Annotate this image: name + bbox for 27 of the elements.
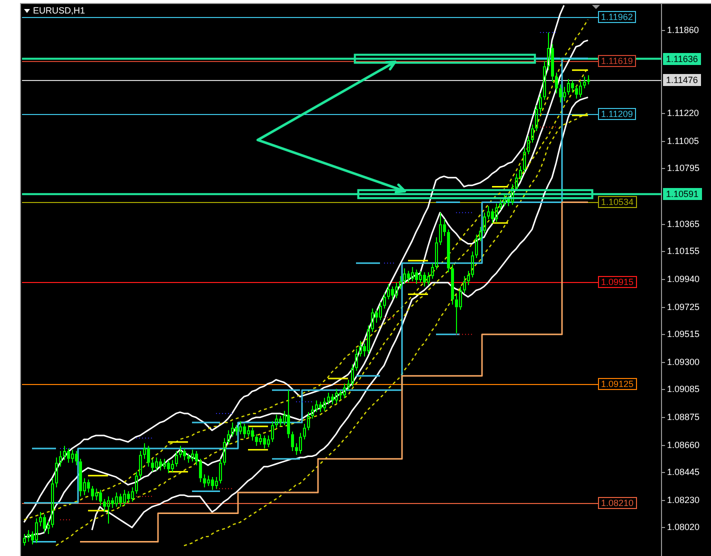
ref-line-label: 1.11209 bbox=[601, 108, 633, 119]
band-label: 1.11636 bbox=[666, 54, 698, 64]
ref-line-label: 1.10534 bbox=[601, 196, 634, 207]
y-tick-label: 1.09300 bbox=[667, 356, 700, 367]
y-tick-label: 1.11220 bbox=[667, 108, 699, 118]
y-tick-label: 1.11005 bbox=[667, 136, 699, 146]
ref-line-label: 1.09915 bbox=[601, 276, 634, 287]
ref-line-label: 1.08210 bbox=[601, 498, 634, 508]
ref-line-label: 1.11476 bbox=[666, 74, 698, 85]
ref-line-label: 1.11962 bbox=[601, 12, 633, 22]
ref-line-label: 1.11619 bbox=[601, 56, 633, 66]
y-tick-label: 1.11860 bbox=[667, 24, 699, 35]
y-tick-label: 1.09085 bbox=[667, 384, 700, 394]
y-tick-label: 1.09515 bbox=[667, 328, 700, 339]
chart-title: EURUSD,H1 bbox=[33, 5, 86, 16]
y-tick-label: 1.08230 bbox=[667, 494, 700, 505]
y-tick-label: 1.10155 bbox=[667, 246, 700, 256]
y-tick-label: 1.08445 bbox=[667, 466, 700, 477]
ref-line-label: 1.09125 bbox=[601, 378, 634, 389]
y-tick-label: 1.08875 bbox=[667, 412, 700, 422]
y-tick-label: 1.08020 bbox=[667, 522, 700, 532]
y-tick-label: 1.09940 bbox=[667, 274, 700, 284]
y-tick-label: 1.10365 bbox=[667, 218, 700, 229]
band-label: 1.10591 bbox=[666, 188, 699, 199]
y-tick-label: 1.10795 bbox=[667, 162, 700, 173]
y-tick-label: 1.09725 bbox=[667, 302, 700, 312]
y-tick-label: 1.08660 bbox=[667, 440, 700, 450]
